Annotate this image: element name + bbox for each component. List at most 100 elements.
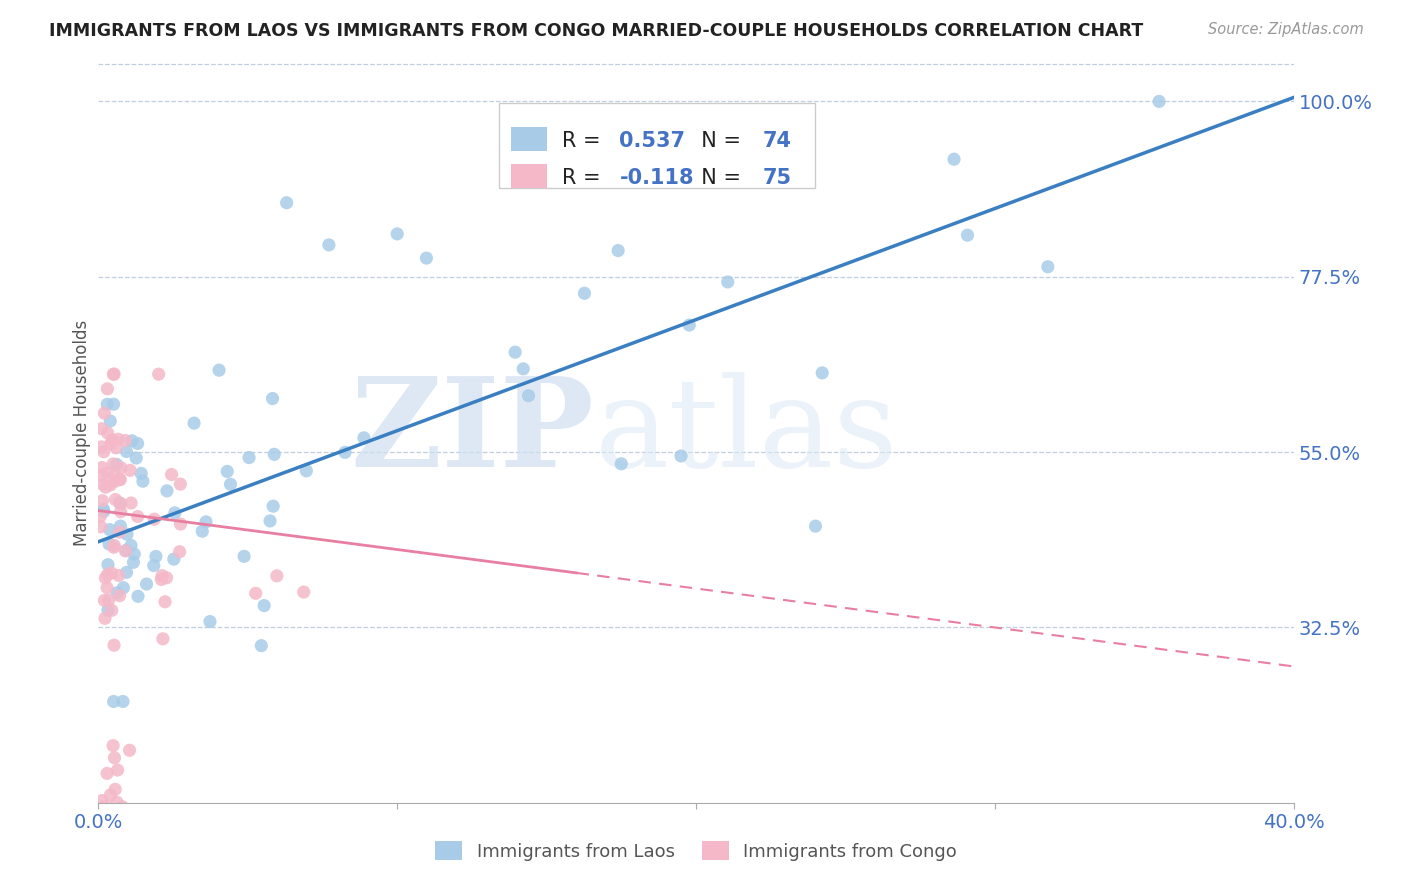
Point <box>217 465 239 479</box>
Point <box>122 547 145 561</box>
Point <box>91 468 114 483</box>
Point <box>142 558 165 573</box>
Point <box>97 593 120 607</box>
Point <box>104 492 127 507</box>
Point <box>108 496 131 510</box>
Point <box>93 502 115 516</box>
Point <box>233 549 256 564</box>
Point <box>262 392 284 406</box>
Point <box>101 603 124 617</box>
Point <box>96 581 118 595</box>
Point <box>943 153 966 167</box>
Point <box>101 739 124 753</box>
Point <box>145 549 167 564</box>
Point <box>669 449 692 463</box>
Point <box>717 275 740 289</box>
Point <box>103 367 125 381</box>
Point <box>118 743 141 757</box>
Point <box>111 694 134 708</box>
Point <box>98 437 122 451</box>
Point <box>96 382 118 396</box>
Text: atlas: atlas <box>595 372 898 493</box>
Point <box>100 566 122 580</box>
Point <box>115 444 138 458</box>
Point <box>110 519 132 533</box>
Point <box>169 517 191 532</box>
Point <box>98 478 122 492</box>
Text: IMMIGRANTS FROM LAOS VS IMMIGRANTS FROM CONGO MARRIED-COUPLE HOUSEHOLDS CORRELAT: IMMIGRANTS FROM LAOS VS IMMIGRANTS FROM … <box>49 22 1143 40</box>
Point <box>114 434 136 448</box>
Point <box>107 568 129 582</box>
Point <box>259 514 281 528</box>
Point <box>253 599 276 613</box>
Point <box>103 539 125 553</box>
Text: R =: R = <box>562 130 607 151</box>
Point <box>169 477 191 491</box>
Point <box>385 227 409 241</box>
Text: R =: R = <box>562 168 607 187</box>
Point <box>90 422 112 436</box>
Text: 74: 74 <box>763 130 792 151</box>
Point <box>105 441 128 455</box>
Point <box>127 509 149 524</box>
Point <box>150 573 173 587</box>
Point <box>195 515 218 529</box>
Point <box>98 414 121 428</box>
Point <box>91 800 114 814</box>
Point <box>238 450 260 465</box>
Point <box>96 766 118 780</box>
Point <box>512 362 534 376</box>
Point <box>129 467 152 481</box>
Point <box>517 389 540 403</box>
Point <box>93 444 115 458</box>
Point <box>191 524 214 539</box>
Point <box>97 603 120 617</box>
Point <box>160 467 183 482</box>
Point <box>956 228 979 243</box>
Point <box>132 474 155 488</box>
Point <box>262 499 284 513</box>
Point <box>90 520 112 534</box>
FancyBboxPatch shape <box>510 164 547 187</box>
Point <box>574 286 596 301</box>
Point <box>93 504 115 518</box>
Point <box>96 799 118 814</box>
Point <box>104 782 127 797</box>
Point <box>183 416 205 430</box>
Point <box>107 763 129 777</box>
Point <box>163 552 186 566</box>
Point <box>1036 260 1059 274</box>
Point <box>120 539 142 553</box>
Point <box>121 434 143 448</box>
Point <box>110 460 132 475</box>
Point <box>91 460 114 475</box>
Point <box>108 473 131 487</box>
Point <box>155 571 177 585</box>
Point <box>94 480 117 494</box>
Point <box>250 639 273 653</box>
Point <box>104 475 127 489</box>
Point <box>333 445 356 459</box>
Point <box>114 544 136 558</box>
Point <box>96 567 118 582</box>
Point <box>143 512 166 526</box>
Point <box>153 595 176 609</box>
Point <box>115 566 138 580</box>
Point <box>125 450 148 465</box>
Point <box>115 527 138 541</box>
Point <box>127 590 149 604</box>
Text: N =: N = <box>688 130 747 151</box>
Text: N =: N = <box>688 168 747 187</box>
Point <box>98 788 122 802</box>
Point <box>163 506 186 520</box>
Point <box>110 505 132 519</box>
Point <box>135 577 157 591</box>
Point <box>98 523 121 537</box>
Point <box>103 751 125 765</box>
Point <box>811 366 834 380</box>
Point <box>103 638 125 652</box>
Point <box>108 473 131 487</box>
Point <box>120 496 142 510</box>
Legend: Immigrants from Laos, Immigrants from Congo: Immigrants from Laos, Immigrants from Co… <box>427 834 965 868</box>
Text: 0.537: 0.537 <box>620 130 686 151</box>
